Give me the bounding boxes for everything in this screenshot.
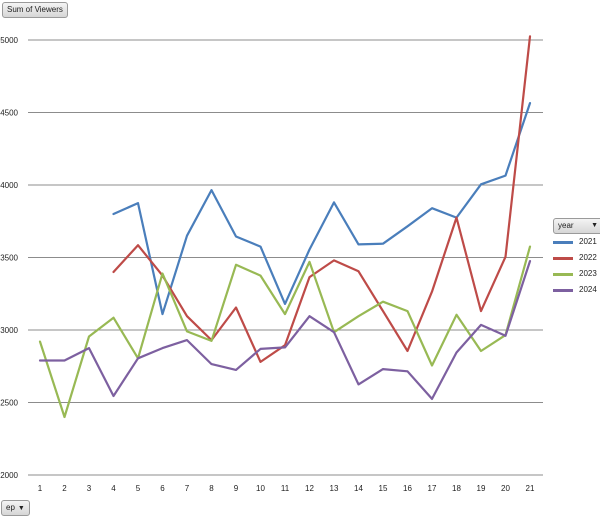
legend-item-2024: 2024 xyxy=(553,282,597,298)
x-tick-label: 13 xyxy=(330,484,339,493)
legend-item-2022: 2022 xyxy=(553,250,597,266)
x-tick-label: 1 xyxy=(38,484,43,493)
series-lines xyxy=(38,35,532,419)
x-tick-label: 10 xyxy=(256,484,265,493)
legend-swatch xyxy=(553,272,573,276)
legend-label: 2022 xyxy=(579,253,597,262)
legend-swatch xyxy=(553,288,573,292)
x-tick-label: 16 xyxy=(403,484,412,493)
legend-item-2021: 2021 xyxy=(553,234,597,250)
x-tick-label: 5 xyxy=(136,484,141,493)
legend-swatch xyxy=(553,240,573,244)
y-tick-label: 4500 xyxy=(0,109,18,118)
x-tick-label: 12 xyxy=(305,484,314,493)
y-tick-label: 2000 xyxy=(0,471,18,480)
legend-label: 2021 xyxy=(579,237,597,246)
y-tick-label: 5000 xyxy=(0,36,18,45)
series-line-2024 xyxy=(38,260,532,400)
y-tick-label: 3500 xyxy=(0,254,18,263)
value-field-button[interactable]: Sum of Viewers xyxy=(2,2,68,18)
legend-label: 2023 xyxy=(579,269,597,278)
x-axis-tick-labels: 1 2 3 4 5 6 7 8 9 10 11 12 13 14 15 16 17 18 19 20 21 xyxy=(38,484,535,493)
x-tick-label: 7 xyxy=(185,484,190,493)
legend-field-label: year xyxy=(558,221,574,230)
y-tick-label: 4000 xyxy=(0,181,18,190)
legend-label: 2024 xyxy=(579,285,597,294)
x-tick-label: 19 xyxy=(477,484,486,493)
x-tick-label: 18 xyxy=(452,484,461,493)
y-tick-label: 2500 xyxy=(0,399,18,408)
y-axis-tick-labels: 2000 2500 3000 3500 4000 4500 5000 xyxy=(0,36,18,480)
legend-swatch xyxy=(553,256,573,260)
x-tick-label: 4 xyxy=(111,484,116,493)
x-tick-label: 20 xyxy=(501,484,510,493)
x-tick-label: 21 xyxy=(526,484,535,493)
chevron-down-icon: ▼ xyxy=(591,222,598,229)
series-line-2023 xyxy=(38,245,532,419)
x-tick-label: 17 xyxy=(428,484,437,493)
x-tick-label: 3 xyxy=(87,484,92,493)
axis-field-label: ep xyxy=(6,503,15,512)
x-tick-label: 2 xyxy=(62,484,67,493)
legend-field-button[interactable]: year ▼ xyxy=(553,218,600,234)
x-tick-label: 9 xyxy=(234,484,239,493)
legend: 2021 2022 2023 2024 xyxy=(553,234,597,298)
legend-item-2023: 2023 xyxy=(553,266,597,282)
x-tick-label: 6 xyxy=(160,484,165,493)
x-tick-label: 11 xyxy=(281,484,290,493)
series-line-2022 xyxy=(112,35,532,363)
y-tick-label: 3000 xyxy=(0,326,18,335)
gridlines xyxy=(28,39,543,476)
axis-field-button[interactable]: ep ▼ xyxy=(1,500,30,516)
x-tick-label: 14 xyxy=(354,484,363,493)
x-tick-label: 8 xyxy=(209,484,214,493)
value-field-label: Sum of Viewers xyxy=(7,5,63,14)
series-line-2021 xyxy=(112,102,532,316)
chevron-down-icon: ▼ xyxy=(17,505,25,512)
x-tick-label: 15 xyxy=(379,484,388,493)
